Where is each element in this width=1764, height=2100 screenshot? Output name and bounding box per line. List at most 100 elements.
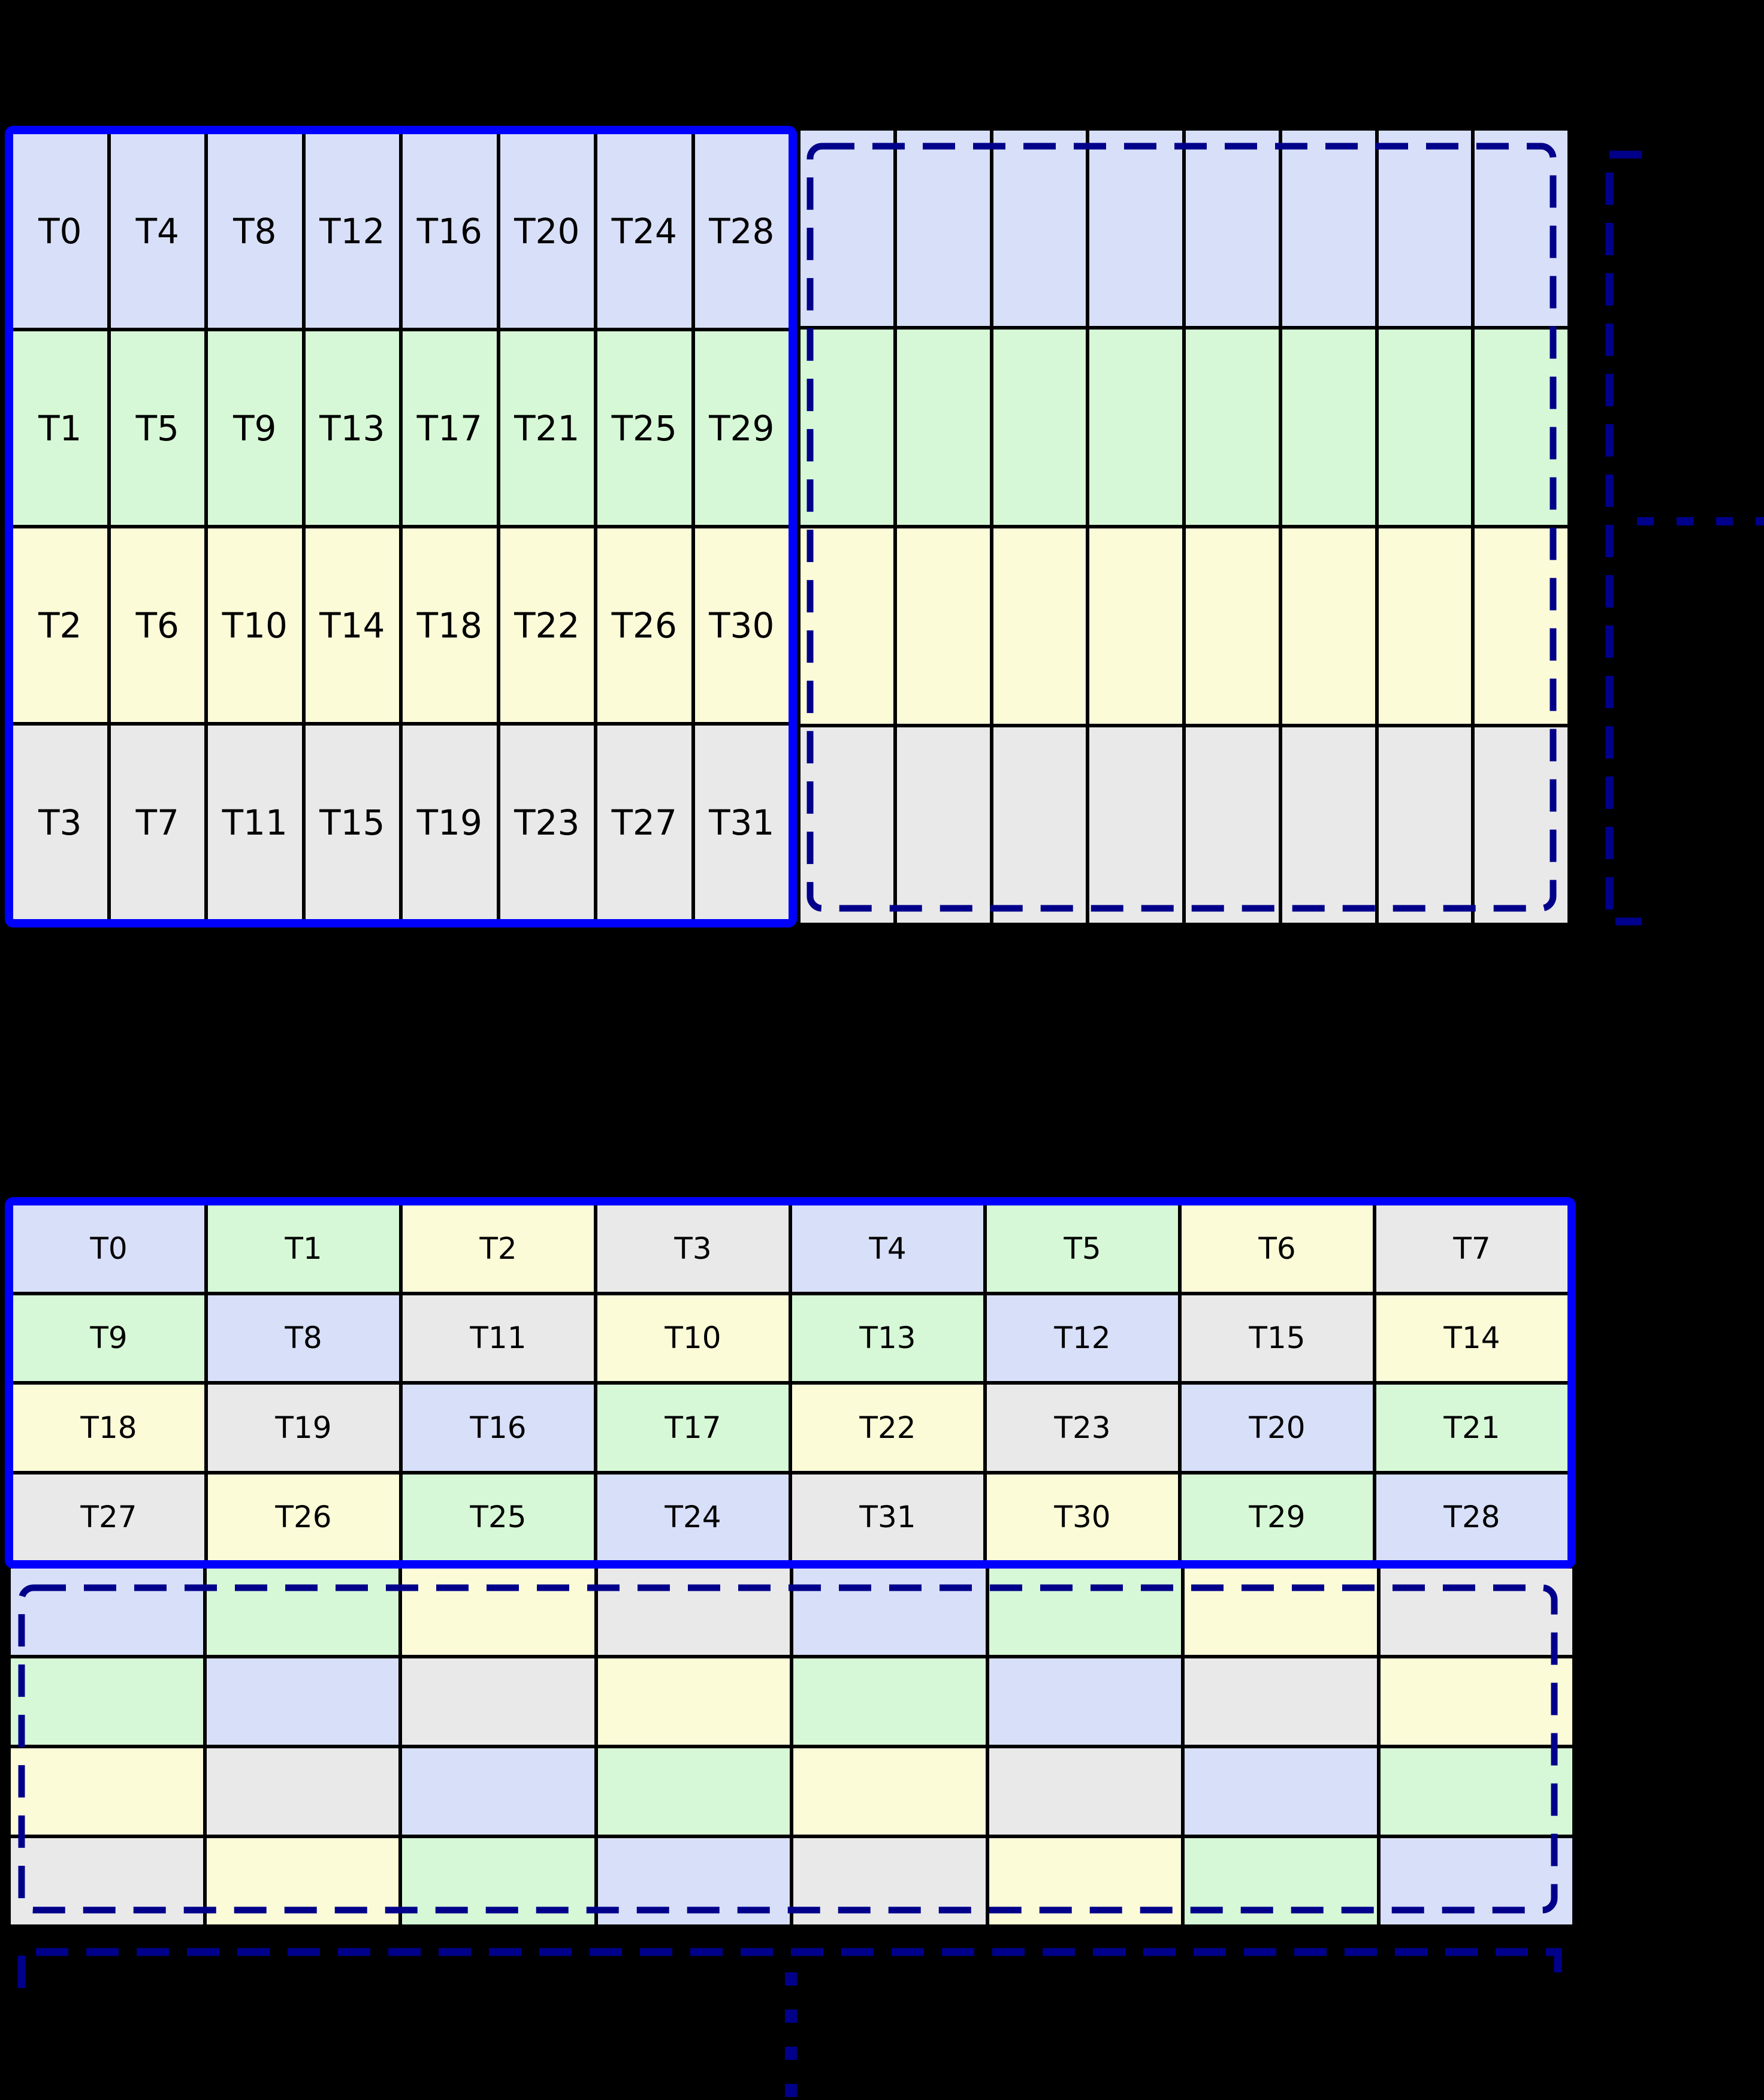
top-ghost-block — [797, 127, 1571, 926]
thread-label: T16 — [416, 210, 482, 252]
thread-label: T1 — [285, 1231, 322, 1266]
bottom-thread-cell: T29 — [1182, 1474, 1373, 1560]
bottom-ghost-cell — [1185, 1838, 1377, 1924]
thread-label: T0 — [90, 1231, 128, 1266]
top-ghost-cell — [1282, 528, 1375, 724]
top-thread-cell: T8 — [208, 134, 302, 328]
top-thread-cell: T27 — [597, 726, 691, 919]
thread-label: T4 — [135, 210, 179, 252]
bottom-thread-cell: T30 — [987, 1474, 1178, 1560]
thread-label: T29 — [1249, 1500, 1306, 1535]
top-ghost-cell — [1475, 131, 1567, 326]
thread-label: T24 — [611, 210, 677, 252]
thread-label: T26 — [611, 605, 677, 646]
bottom-ghost-cell — [793, 1569, 986, 1655]
thread-label: T20 — [514, 210, 580, 252]
bottom-thread-cell: T6 — [1182, 1205, 1373, 1292]
thread-label: T16 — [470, 1410, 527, 1445]
bottom-ghost-cell — [793, 1658, 986, 1745]
bottom-thread-cell: T23 — [987, 1385, 1178, 1471]
thread-label: T20 — [1249, 1410, 1306, 1445]
bottom-ghost-cell — [597, 1838, 790, 1924]
bottom-thread-cell: T27 — [13, 1474, 204, 1560]
bottom-thread-cell: T11 — [403, 1295, 594, 1381]
bottom-ghost-cell — [11, 1748, 203, 1835]
bottom-ghost-cell — [1380, 1658, 1572, 1745]
bottom-ghost-block — [7, 1569, 1576, 1928]
thread-label: T24 — [664, 1500, 721, 1535]
top-thread-cell: T24 — [597, 134, 691, 328]
top-thread-cell: T17 — [403, 331, 497, 525]
bottom-ghost-cell — [206, 1569, 398, 1655]
thread-label: T30 — [709, 605, 775, 646]
top-thread-cell: T14 — [305, 528, 399, 722]
thread-label: T12 — [1054, 1321, 1111, 1356]
thread-label: T7 — [1453, 1231, 1491, 1266]
thread-label: T7 — [135, 802, 179, 843]
bottom-thread-cell: T15 — [1182, 1295, 1373, 1381]
top-thread-cell: T4 — [110, 134, 204, 328]
bottom-thread-cell: T20 — [1182, 1385, 1373, 1471]
top-thread-cell: T9 — [208, 331, 302, 525]
thread-label: T23 — [514, 802, 580, 843]
bottom-ghost-cell — [1380, 1748, 1572, 1835]
top-ghost-cell — [1378, 131, 1472, 326]
bottom-thread-cell: T13 — [792, 1295, 983, 1381]
bottom-thread-cell: T5 — [987, 1205, 1178, 1292]
top-ghost-cell — [1089, 131, 1182, 326]
bottom-thread-cell: T0 — [13, 1205, 204, 1292]
bottom-thread-cell: T4 — [792, 1205, 983, 1292]
bottom-thread-cell: T8 — [208, 1295, 399, 1381]
top-ghost-cell — [896, 528, 990, 724]
bottom-thread-cell: T19 — [208, 1385, 399, 1471]
bottom-thread-cell: T9 — [13, 1295, 204, 1381]
top-thread-cell: T6 — [110, 528, 204, 722]
thread-label: T3 — [38, 802, 82, 843]
top-ghost-cell — [1378, 727, 1472, 923]
thread-label: T31 — [709, 802, 775, 843]
top-thread-cell: T22 — [500, 528, 594, 722]
bottom-labeled-block: T0 T1 T2 T3 T4 T5 T6 T7 T9 T8 T11 T10 T13 T12 T15 T14 T1… — [5, 1197, 1576, 1569]
thread-label: T11 — [222, 802, 288, 843]
top-ghost-cell — [1282, 330, 1375, 525]
bottom-thread-cell: T1 — [208, 1205, 399, 1292]
thread-label: T25 — [470, 1500, 527, 1535]
bottom-thread-cell: T10 — [597, 1295, 789, 1381]
bottom-ghost-cell — [206, 1658, 398, 1745]
thread-label: T17 — [416, 407, 482, 449]
bottom-ghost-cell — [989, 1838, 1181, 1924]
top-thread-cell: T19 — [403, 726, 497, 919]
thread-label: T28 — [709, 210, 775, 252]
thread-label: T10 — [664, 1321, 721, 1356]
top-thread-cell: T26 — [597, 528, 691, 722]
top-thread-cell: T20 — [500, 134, 594, 328]
thread-label: T31 — [859, 1500, 916, 1535]
top-thread-cell: T2 — [13, 528, 107, 722]
bottom-ghost-cell — [402, 1569, 594, 1655]
bottom-ghost-cell — [11, 1838, 203, 1924]
top-thread-cell: T15 — [305, 726, 399, 919]
thread-label: T2 — [479, 1231, 517, 1266]
thread-label: T18 — [80, 1410, 137, 1445]
top-ghost-cell — [1475, 528, 1567, 724]
top-ghost-cell — [1089, 330, 1182, 525]
top-thread-cell: T1 — [13, 331, 107, 525]
top-ghost-cell — [993, 528, 1086, 724]
bottom-continuation-bracket — [17, 1948, 1562, 1988]
thread-label: T26 — [275, 1500, 332, 1535]
top-ghost-cell — [896, 330, 990, 525]
bottom-thread-cell: T25 — [403, 1474, 594, 1560]
bottom-ghost-cell — [402, 1748, 594, 1835]
thread-label: T13 — [319, 407, 385, 449]
top-ghost-cell — [1186, 528, 1279, 724]
top-thread-cell: T3 — [13, 726, 107, 919]
thread-label: T27 — [611, 802, 677, 843]
top-ghost-cell — [1282, 131, 1375, 326]
thread-label: T21 — [514, 407, 580, 449]
bottom-ghost-cell — [597, 1748, 790, 1835]
bottom-thread-cell: T16 — [403, 1385, 594, 1471]
bottom-thread-cell: T12 — [987, 1295, 1178, 1381]
top-ghost-cell — [1186, 131, 1279, 326]
top-thread-cell: T16 — [403, 134, 497, 328]
bottom-ghost-cell — [989, 1658, 1181, 1745]
